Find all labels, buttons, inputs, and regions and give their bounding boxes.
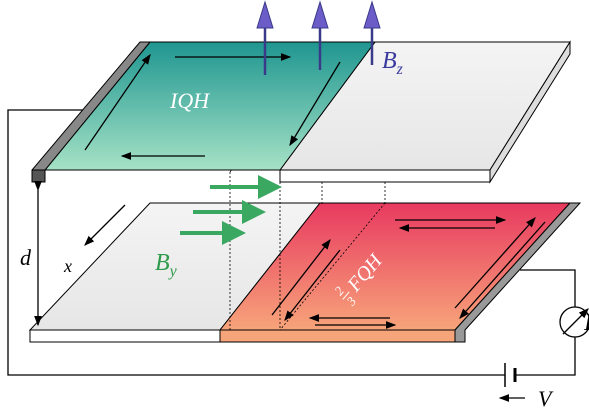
iqh-label: IQH [169, 88, 210, 113]
bz-subscript: z [396, 61, 404, 78]
bottom-plate [28, 202, 582, 343]
by-subscript: y [168, 263, 178, 280]
edge-currents [34, 53, 546, 329]
guides [229, 41, 386, 331]
bz-label: Bz [382, 48, 404, 78]
by-label: By [155, 250, 178, 280]
by-arrows [180, 175, 282, 245]
top-plate [31, 40, 571, 184]
circuit [7, 109, 589, 402]
current-label: I [583, 310, 589, 336]
bz-symbol: B [382, 48, 397, 74]
d-label: d [20, 245, 32, 270]
x-label: x [63, 256, 72, 276]
by-symbol: B [155, 250, 170, 276]
bz-arrows [256, 0, 381, 75]
voltage-label: V [538, 386, 554, 411]
